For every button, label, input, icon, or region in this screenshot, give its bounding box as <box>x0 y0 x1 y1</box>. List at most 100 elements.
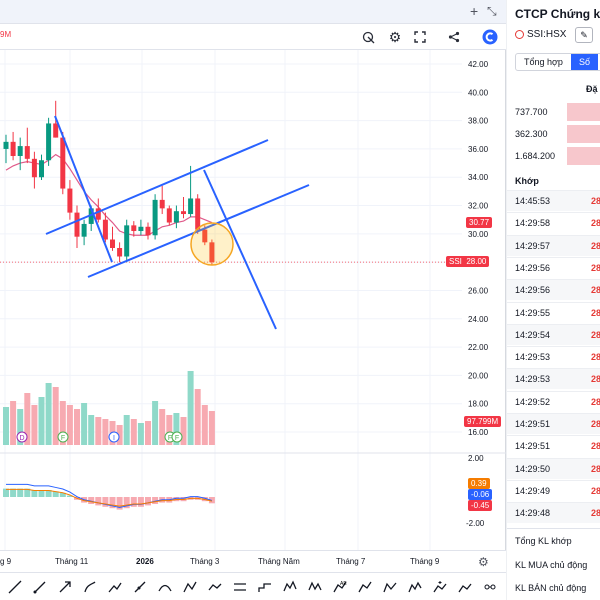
trade-price: 28 <box>591 508 600 519</box>
trade-time: 14:45:53 <box>515 196 551 206</box>
candle <box>145 226 151 236</box>
volume-bar <box>137 423 144 445</box>
price-tick-label: 26.00 <box>468 286 489 295</box>
curve-icon[interactable] <box>152 575 177 599</box>
trade-price: 28 <box>591 196 600 206</box>
line-icon[interactable] <box>227 575 252 599</box>
axis-settings-icon[interactable]: ⚙ <box>478 555 489 569</box>
pencil-icon[interactable]: ✎ <box>575 27 593 43</box>
current-price-pill: SSI 28.00 <box>446 256 490 267</box>
trade-list[interactable]: 14:45:53 28 14:29:58 28 14:29:57 28 14:29:56 28… <box>507 190 600 526</box>
pattern-icon[interactable] <box>177 575 202 599</box>
macd-hist-bar <box>66 495 73 497</box>
trade-row: 14:29:50 28 <box>507 457 600 479</box>
price-tick-label: 42.00 <box>468 60 489 69</box>
fullscreen-icon[interactable] <box>410 27 430 47</box>
abcd-icon[interactable] <box>352 575 377 599</box>
macd-hist-bar <box>45 490 52 497</box>
macd-hist-bar <box>152 497 159 504</box>
price-tick-label: 34.00 <box>468 173 489 182</box>
event-marker <box>57 431 69 443</box>
trade-time: 14:29:57 <box>515 240 551 251</box>
volume-bar <box>74 409 80 445</box>
trade-time: 14:29:56 <box>515 262 551 273</box>
candle <box>202 229 208 243</box>
projection-icon[interactable] <box>477 575 502 599</box>
x-label: g 9 <box>0 557 12 566</box>
event-marker-label: I <box>113 435 115 442</box>
candle <box>39 160 44 178</box>
trade-time: 14:29:51 <box>515 441 551 452</box>
x-label: Tháng 9 <box>410 557 440 566</box>
company-title: CTCP Chứng kho <box>515 7 600 21</box>
trade-row: 14:29:51 28 <box>507 413 600 434</box>
candle <box>31 158 37 178</box>
order-book-value: 737.700 <box>515 107 548 117</box>
arrow-icon[interactable] <box>52 575 77 599</box>
ruler-icon[interactable] <box>2 575 27 599</box>
channel-lower-line <box>87 184 310 278</box>
trendline-icon[interactable] <box>27 575 52 599</box>
xabcd-icon[interactable] <box>377 575 402 599</box>
volume-bar <box>17 409 24 445</box>
volume-bar <box>201 405 208 445</box>
candle <box>88 208 94 224</box>
volume-bar <box>166 415 173 445</box>
flag-icon[interactable] <box>452 575 477 599</box>
candle <box>102 219 108 240</box>
step-icon[interactable] <box>252 575 277 599</box>
trade-price: 28 <box>591 218 600 229</box>
symbol-info-panel: CTCP Chứng kho SSI:HSX ✎ Tổng hợp Số Đặ … <box>507 0 600 600</box>
macd-line-pill: -0.06 <box>468 489 493 500</box>
candle <box>81 223 87 237</box>
polyline-icon[interactable] <box>202 575 227 599</box>
macd-hist-bar <box>3 488 9 497</box>
trade-row: 14:29:56 28 <box>507 256 600 278</box>
volume-bar <box>145 421 151 445</box>
label-icon[interactable] <box>427 575 452 599</box>
elliott-icon[interactable] <box>277 575 302 599</box>
window-strip: + ⤡ <box>0 0 506 24</box>
downtrend-line <box>54 115 113 263</box>
price-tick-label: 38.00 <box>468 117 489 126</box>
trade-time: 14:29:49 <box>515 485 551 496</box>
x-label: Tháng Năm <box>258 557 300 566</box>
volume-bar <box>116 425 123 445</box>
symbol-label[interactable]: SSI:HSX <box>515 29 566 40</box>
macd-hist-bar <box>102 497 109 507</box>
cycle-icon[interactable] <box>402 575 427 599</box>
order-book-value: 362.300 <box>515 129 548 139</box>
replay-icon[interactable] <box>359 27 379 47</box>
macd-hist-pill: -0.45 <box>468 500 493 511</box>
trade-price: 28 <box>591 396 600 407</box>
plus-icon[interactable]: + <box>470 3 479 19</box>
macd-hist-bar <box>145 497 151 506</box>
share-icon[interactable] <box>444 27 464 47</box>
trade-price: 28 <box>591 262 600 273</box>
trade-price: 28 <box>591 285 600 296</box>
event-marker-label: D <box>19 435 24 442</box>
chart-header: ⚙ 9M <box>0 24 506 50</box>
range-icon[interactable]: AE <box>327 575 352 599</box>
tab-summary[interactable]: Tổng hợp <box>524 57 563 67</box>
ray-icon[interactable] <box>127 575 152 599</box>
candle <box>166 208 172 223</box>
macd-hist-bar <box>95 497 102 506</box>
x-label: 2026 <box>136 557 154 566</box>
time-axis[interactable]: g 9 Tháng 11 2026 Tháng 3 Tháng Năm Thán… <box>0 550 506 572</box>
expand-icon[interactable]: ⤡ <box>487 4 497 18</box>
tab-numbers[interactable]: Số <box>570 54 598 70</box>
price-tick-label: 22.00 <box>468 343 489 352</box>
path-icon[interactable] <box>102 575 127 599</box>
volume-bar <box>95 417 102 445</box>
volume-bar <box>173 413 180 445</box>
price-tick-label: 16.00 <box>468 428 489 437</box>
trade-price: 28 <box>591 307 600 318</box>
gear-icon[interactable]: ⚙ <box>388 28 402 45</box>
candle <box>188 198 194 215</box>
macd-hist-bar <box>59 492 66 497</box>
wave-icon[interactable] <box>302 575 327 599</box>
brush-icon[interactable] <box>77 575 102 599</box>
trade-time: 14:29:58 <box>515 218 551 229</box>
